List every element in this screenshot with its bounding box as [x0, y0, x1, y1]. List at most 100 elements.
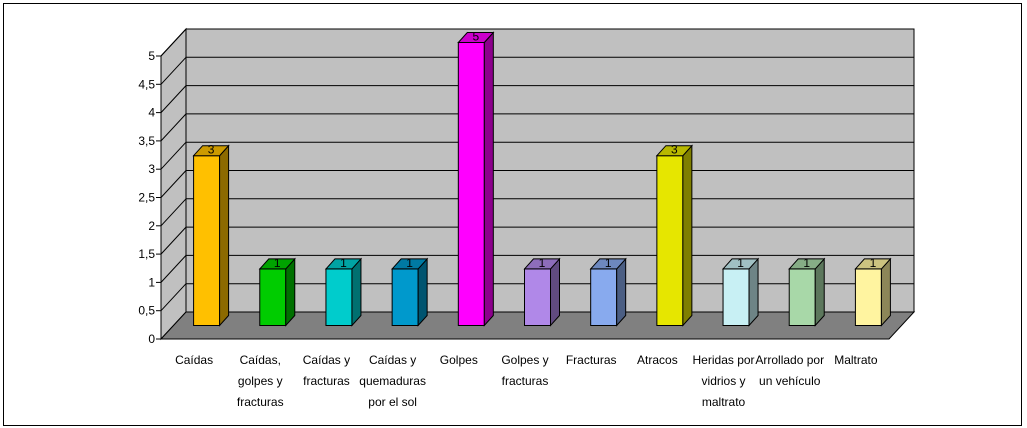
category-label-line: maltrato — [702, 395, 746, 409]
bar-side — [417, 257, 428, 327]
category-label: Caídas, golpes y fracturas — [237, 353, 284, 409]
bar-side — [748, 257, 759, 327]
category-label-line: Golpes — [440, 353, 478, 367]
bar — [258, 257, 296, 327]
bar-front — [788, 268, 816, 326]
category-label-line: Heridas por — [693, 353, 755, 367]
data-label: 3 — [671, 143, 678, 157]
category-label-line: Atracos — [637, 353, 678, 367]
bar-top — [589, 258, 627, 270]
bar-top — [258, 258, 296, 270]
category-label: Maltrato — [834, 353, 878, 367]
category-label-line: Caídas, — [240, 353, 281, 367]
category-label: Caídas y quemaduras por el sol — [359, 353, 426, 409]
y-tick-label: 1 — [148, 275, 155, 289]
bar — [457, 31, 495, 327]
category-label-line: Caídas y — [369, 353, 416, 367]
bar-side — [880, 257, 891, 327]
bar-top — [854, 258, 892, 270]
bar-top — [655, 145, 693, 157]
bar — [655, 144, 693, 327]
bar-front — [259, 268, 287, 326]
bar — [589, 257, 627, 327]
bar-front — [590, 268, 618, 326]
y-tick-label: 4 — [148, 106, 155, 120]
bar-front — [854, 268, 882, 326]
category-label-line: vidrios y — [702, 374, 746, 388]
category-label-line: por el sol — [368, 395, 417, 409]
bar-top — [324, 258, 363, 270]
y-tick-label: 0 — [148, 332, 155, 346]
gridline-side — [160, 170, 187, 198]
y-axis: 0 0,5 1 1,5 2 2,5 3 3,5 4 4,5 5 — [138, 49, 889, 346]
bar-side — [616, 257, 627, 327]
gridline-side — [160, 226, 187, 255]
category-label: Caídas — [175, 353, 213, 367]
bar — [391, 257, 429, 327]
category-label: Heridas por vidrios y maltrato — [693, 353, 755, 409]
category-label-line: Caídas — [175, 353, 213, 367]
data-label: 1 — [340, 256, 347, 270]
bar — [523, 257, 561, 327]
bar — [854, 257, 892, 327]
y-tick-label: 1,5 — [138, 247, 155, 261]
category-label-line: fracturas — [502, 374, 549, 388]
category-label-line: fracturas — [303, 374, 350, 388]
chart-frame: 0 0,5 1 1,5 2 2,5 3 3,5 4 4,5 5 3 1 1 1 5 1 1 3 1 1 1 Caídas… — [3, 3, 1022, 426]
data-labels: 3 1 1 1 5 1 1 3 1 1 1 — [208, 30, 877, 270]
bar-front — [457, 42, 485, 326]
bar-chart: 0 0,5 1 1,5 2 2,5 3 3,5 4 4,5 5 3 1 1 1 5 1 1 3 1 1 1 Caídas… — [138, 27, 916, 409]
category-label-line: golpes y — [238, 374, 283, 388]
gridline-side — [160, 283, 187, 312]
data-label: 1 — [406, 256, 413, 270]
bar-top — [192, 145, 230, 157]
y-tick-label: 2 — [148, 219, 155, 233]
gridline-side — [160, 113, 187, 142]
bar-front — [193, 155, 221, 326]
bar — [788, 257, 826, 327]
data-label: 1 — [870, 256, 877, 270]
bar-side — [483, 31, 494, 327]
category-label-line: Fracturas — [566, 353, 617, 367]
category-label-line: Caídas y — [303, 353, 350, 367]
data-label: 1 — [737, 256, 744, 270]
category-label-line: fracturas — [237, 395, 284, 409]
bar-front — [524, 268, 551, 326]
gridline-side — [160, 85, 187, 113]
bar-top — [391, 258, 429, 270]
data-label: 1 — [803, 256, 810, 270]
gridline-side — [160, 28, 187, 57]
bar-front — [325, 268, 353, 326]
bar-side — [285, 257, 296, 327]
category-label: Golpes — [440, 353, 478, 367]
y-tick-label: 3 — [148, 162, 155, 176]
data-label: 1 — [605, 256, 612, 270]
data-label: 3 — [208, 143, 215, 157]
gridline-side — [160, 198, 187, 227]
gridline-side — [160, 255, 187, 283]
category-label-line: quemaduras — [359, 374, 426, 388]
bar — [192, 144, 230, 327]
bar — [324, 257, 363, 327]
bar-top — [788, 258, 826, 270]
category-label: Atracos — [637, 353, 678, 367]
gridlines — [160, 28, 914, 312]
bar-side — [219, 144, 230, 327]
y-tick-label: 0,5 — [138, 304, 155, 318]
bars — [192, 31, 892, 327]
bar-front — [722, 268, 750, 326]
gridline-side — [160, 56, 187, 85]
category-label-line: Arrollado por — [755, 353, 824, 367]
bar-top — [457, 32, 495, 43]
category-label-line: Golpes y — [501, 353, 548, 367]
data-label: 1 — [274, 256, 281, 270]
bar — [721, 257, 760, 327]
category-label: Golpes y fracturas — [501, 353, 548, 388]
category-labels: Caídas Caídas, golpes y fracturas Caídas y fr… — [175, 353, 878, 409]
gridline-side — [160, 141, 187, 170]
y-tick-label: 2,5 — [138, 191, 155, 205]
category-label-line: un vehículo — [759, 374, 821, 388]
bar-side — [814, 257, 825, 327]
bar-top — [721, 258, 760, 270]
bar-front — [656, 155, 684, 326]
